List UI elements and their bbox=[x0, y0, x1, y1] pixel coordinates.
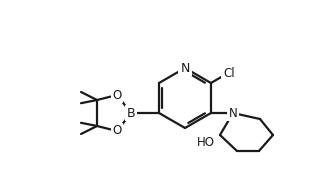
Text: B: B bbox=[127, 107, 135, 120]
Text: N: N bbox=[180, 62, 190, 75]
Text: HO: HO bbox=[197, 136, 215, 150]
Text: O: O bbox=[112, 89, 122, 102]
Text: N: N bbox=[228, 107, 237, 120]
Text: Cl: Cl bbox=[223, 66, 235, 80]
Text: O: O bbox=[112, 125, 122, 138]
